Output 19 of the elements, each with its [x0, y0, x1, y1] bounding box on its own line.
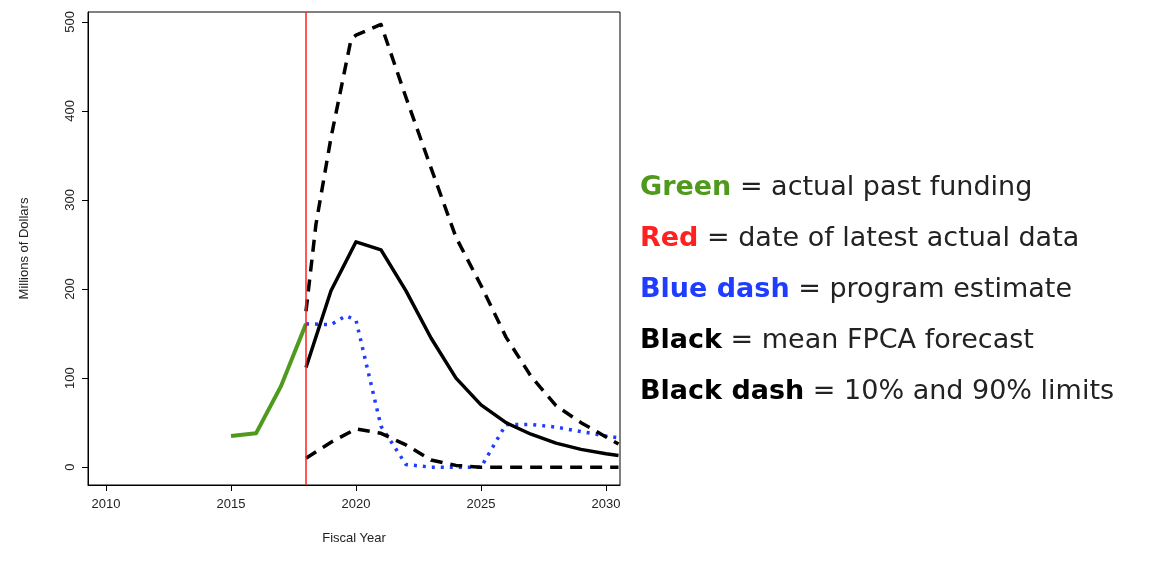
text: Blue dash = program estimate: [640, 272, 1073, 303]
x-tick-label: 2015: [216, 496, 246, 511]
x-tick-label: 2025: [466, 496, 496, 511]
y-tick-label: 100: [62, 367, 77, 389]
y-tick-label: 300: [62, 189, 77, 211]
x-tick-label: 2020: [341, 496, 371, 511]
text: Green = actual past funding: [640, 170, 1033, 201]
x-tick-label: 2030: [591, 496, 621, 511]
text: Red = date of latest actual data: [640, 221, 1080, 252]
x-axis-title: Fiscal Year: [322, 530, 387, 545]
y-tick-label: 200: [62, 278, 77, 300]
x-tick-label: 2010: [91, 496, 121, 511]
y-tick-label: 0: [62, 463, 77, 471]
y-axis-title: Millions of Dollars: [16, 197, 31, 300]
y-tick-label: 400: [62, 100, 77, 122]
text: Black = mean FPCA forecast: [640, 323, 1034, 354]
text: Black dash = 10% and 90% limits: [640, 374, 1115, 405]
y-tick-label: 500: [62, 10, 77, 33]
line-series: [229, 321, 308, 439]
